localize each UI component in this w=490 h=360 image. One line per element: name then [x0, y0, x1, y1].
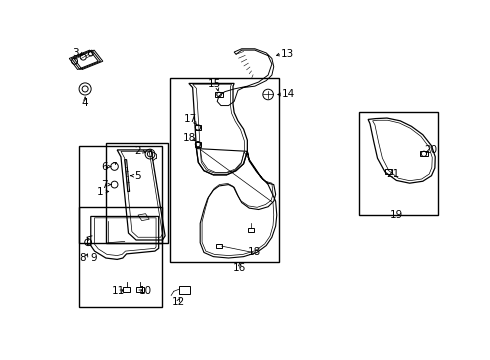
Text: 17: 17: [183, 114, 196, 125]
Text: 12: 12: [172, 297, 185, 307]
Text: 16: 16: [233, 263, 246, 273]
Text: 1: 1: [97, 186, 103, 197]
Text: 3: 3: [73, 48, 79, 58]
Text: 10: 10: [139, 286, 152, 296]
Text: 21: 21: [386, 169, 399, 179]
Text: 4: 4: [82, 98, 88, 108]
Text: 19: 19: [390, 210, 403, 220]
Text: 18: 18: [248, 247, 262, 257]
Text: 8: 8: [79, 253, 86, 263]
Text: 20: 20: [424, 145, 438, 155]
Text: 14: 14: [281, 90, 294, 99]
Text: 15: 15: [208, 79, 221, 89]
Text: 2: 2: [135, 146, 141, 156]
Text: 9: 9: [90, 253, 97, 263]
Text: 7: 7: [101, 180, 108, 190]
Text: 6: 6: [101, 162, 108, 172]
Text: 11: 11: [112, 286, 125, 296]
Text: 18: 18: [183, 133, 196, 143]
Text: 13: 13: [280, 49, 294, 59]
Text: 5: 5: [134, 171, 141, 181]
